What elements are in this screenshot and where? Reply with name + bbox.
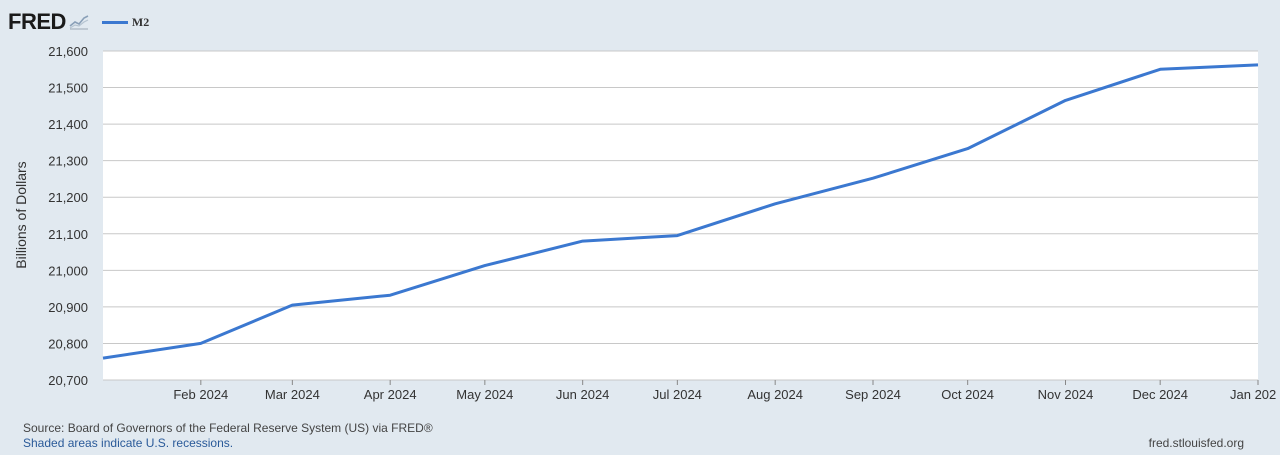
chart-header: FRED M2	[8, 6, 149, 38]
x-tick-label: Mar 2024	[265, 387, 320, 402]
x-tick-label: Aug 2024	[747, 387, 803, 402]
y-tick-label: 20,700	[48, 373, 88, 388]
x-tick-label: Jan 202	[1230, 387, 1276, 402]
y-tick-label: 20,800	[48, 336, 88, 351]
series-group	[102, 63, 1259, 360]
fred-logo[interactable]: FRED	[8, 9, 66, 34]
x-tick-label: Jun 2024	[556, 387, 610, 402]
x-tick-label: Dec 2024	[1132, 387, 1188, 402]
y-tick-label: 20,900	[48, 300, 88, 315]
y-tick-label: 21,200	[48, 190, 88, 205]
line-graph-icon	[69, 15, 89, 30]
legend-swatch	[101, 20, 128, 24]
y-tick-label: 21,100	[48, 227, 88, 242]
x-axis: Feb 2024 Mar 2024 Apr 2024 May 2024 Jun 2024…	[173, 380, 1276, 402]
x-tick-label: Jul 2024	[653, 387, 702, 402]
y-axis: 21,600 21,500 21,400 21,300 21,200 21,100 21,0…	[48, 44, 88, 388]
source-note: Source: Board of Governors of the Federa…	[23, 421, 433, 435]
y-tick-label: 21,600	[48, 44, 88, 59]
y-tick-label: 21,000	[48, 263, 88, 278]
x-tick-label: Apr 2024	[364, 387, 417, 402]
plot-area	[103, 51, 1258, 380]
site-url[interactable]: fred.stlouisfed.org	[1148, 436, 1244, 450]
recession-note: Shaded areas indicate U.S. recessions.	[23, 436, 234, 450]
x-tick-label: Feb 2024	[173, 387, 228, 402]
y-axis-title: Billions of Dollars	[13, 161, 29, 268]
y-tick-label: 21,500	[48, 81, 88, 96]
chart-legend: M2	[101, 14, 150, 30]
x-tick-label: Sep 2024	[845, 387, 901, 402]
y-tick-label: 21,300	[48, 154, 88, 169]
y-tick-label: 21,400	[48, 117, 88, 132]
x-tick-label: Oct 2024	[941, 387, 994, 402]
footer-notes: Source: Board of Governors of the Federa…	[23, 421, 433, 451]
legend-label: M2	[131, 14, 150, 29]
x-tick-label: Nov 2024	[1038, 387, 1094, 402]
x-tick-label: May 2024	[456, 387, 513, 402]
